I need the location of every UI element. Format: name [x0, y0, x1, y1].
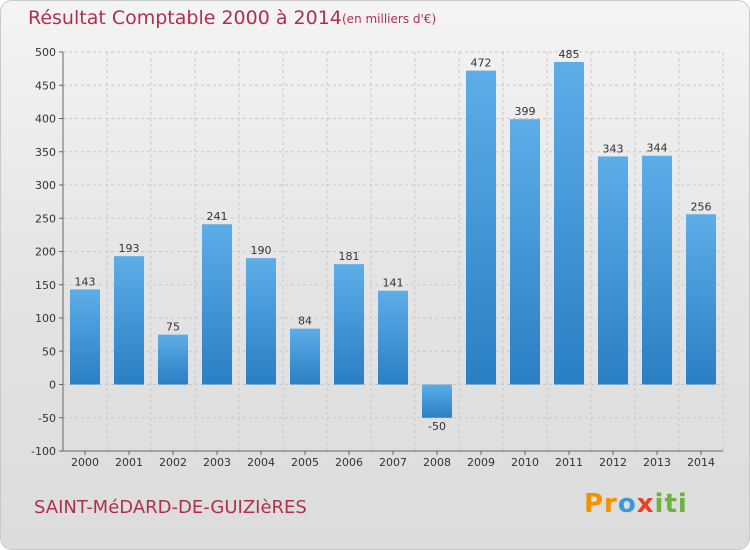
- y-tick-label: 400: [35, 113, 56, 126]
- chart-title: Résultat Comptable 2000 à 2014: [28, 7, 342, 29]
- data-label-2006: 181: [339, 250, 360, 263]
- data-label-2000: 143: [75, 275, 96, 288]
- x-tick-label: 2010: [511, 456, 539, 469]
- x-tick-label: 2000: [71, 456, 99, 469]
- data-label-2008: -50: [428, 420, 446, 433]
- y-tick-label: 450: [35, 79, 56, 92]
- bar-2000: [70, 289, 100, 385]
- data-label-2001: 193: [119, 242, 140, 255]
- data-label-2011: 485: [559, 48, 580, 61]
- bar-2007: [378, 290, 408, 385]
- bar-2012: [598, 156, 628, 385]
- bar-2014: [686, 214, 716, 385]
- x-tick-label: 2004: [247, 456, 275, 469]
- data-label-2003: 241: [207, 210, 228, 223]
- data-label-2009: 472: [471, 57, 492, 70]
- x-tick-label: 2009: [467, 456, 495, 469]
- bar-2001: [114, 256, 144, 385]
- data-label-2010: 399: [515, 105, 536, 118]
- x-tick-label: 2012: [599, 456, 627, 469]
- x-tick-label: 2006: [335, 456, 363, 469]
- x-tick-label: 2005: [291, 456, 319, 469]
- y-tick-label: 250: [35, 212, 56, 225]
- chart-subtitle: (en milliers d'€): [342, 12, 437, 26]
- bar-2002: [158, 334, 188, 385]
- y-tick-label: 300: [35, 179, 56, 192]
- data-label-2002: 75: [166, 321, 180, 334]
- bar-2008: [422, 384, 452, 418]
- y-tick-label: -100: [31, 445, 56, 458]
- y-tick-label: 500: [35, 46, 56, 59]
- y-tick-label: 350: [35, 146, 56, 159]
- data-label-2004: 190: [251, 244, 272, 257]
- x-tick-label: 2011: [555, 456, 583, 469]
- y-tick-label: 0: [49, 379, 56, 392]
- x-tick-label: 2013: [643, 456, 671, 469]
- y-tick-label: 50: [42, 345, 56, 358]
- y-tick-label: 100: [35, 312, 56, 325]
- bar-2010: [510, 119, 540, 385]
- data-label-2014: 256: [691, 200, 712, 213]
- x-tick-label: 2002: [159, 456, 187, 469]
- x-tick-label: 2007: [379, 456, 407, 469]
- data-label-2012: 343: [603, 142, 624, 155]
- data-label-2007: 141: [383, 277, 404, 290]
- x-tick-label: 2008: [423, 456, 451, 469]
- bar-2006: [334, 264, 364, 385]
- data-label-2005: 84: [298, 315, 312, 328]
- bar-2011: [554, 61, 584, 385]
- bar-2009: [466, 70, 496, 385]
- bar-2005: [290, 328, 320, 385]
- proxiti-logo: Proxiti: [584, 489, 688, 519]
- bar-2013: [642, 155, 672, 385]
- y-tick-label: 150: [35, 279, 56, 292]
- bar-2003: [202, 224, 232, 385]
- x-tick-label: 2003: [203, 456, 231, 469]
- x-tick-label: 2001: [115, 456, 143, 469]
- x-tick-label: 2014: [687, 456, 715, 469]
- bar-2004: [246, 258, 276, 385]
- commune-name: SAINT-MéDARD-DE-GUIZIèRES: [34, 497, 307, 518]
- y-tick-label: -50: [38, 412, 56, 425]
- y-tick-label: 200: [35, 246, 56, 259]
- data-label-2013: 344: [647, 142, 668, 155]
